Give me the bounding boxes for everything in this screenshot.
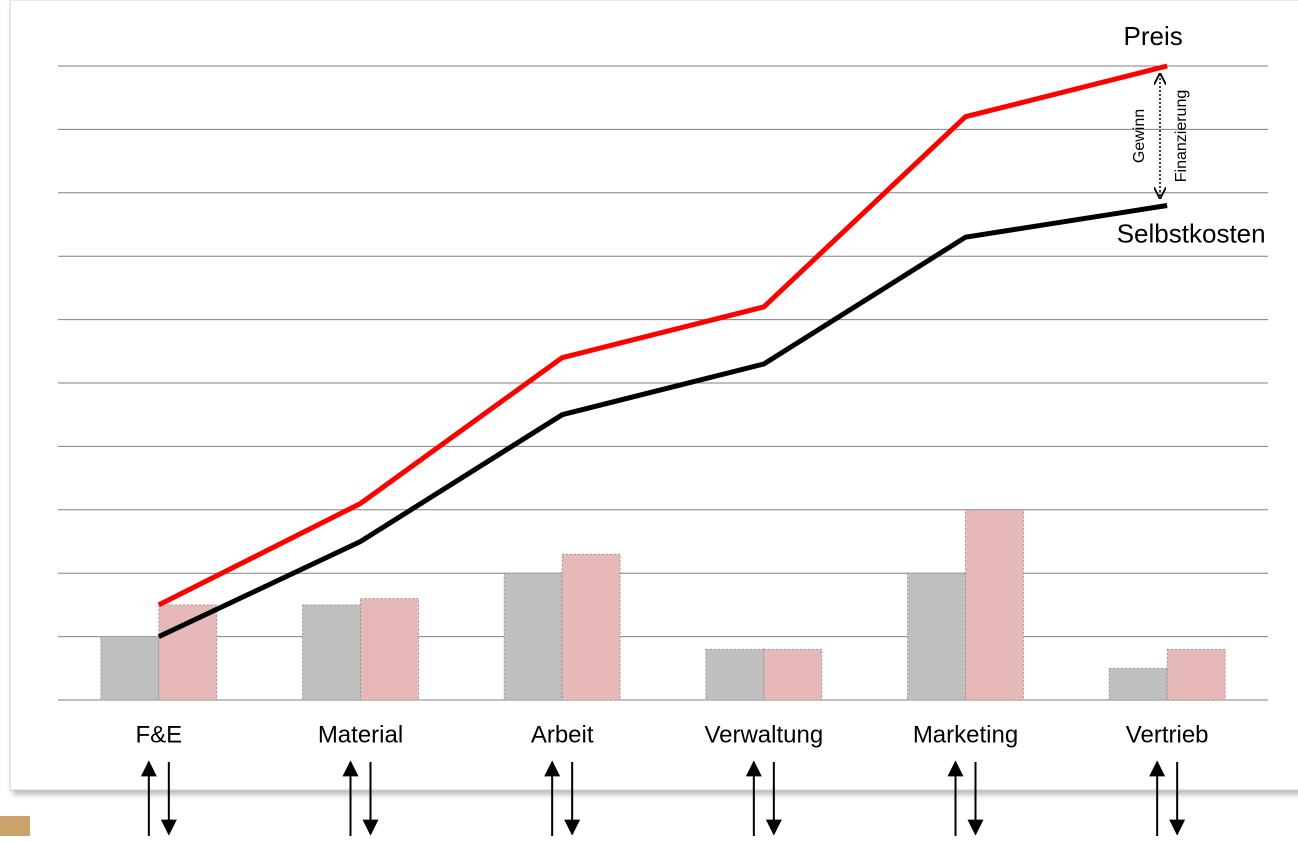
bar: [705, 648, 765, 701]
bar: [100, 636, 160, 701]
line: [157, 203, 1168, 639]
line: [157, 63, 1168, 608]
bar: [158, 604, 218, 701]
bar: [1108, 667, 1168, 701]
x-tick-label: Vertrieb: [1126, 721, 1209, 748]
x-tick-label: Verwaltung: [704, 721, 823, 748]
annotation: Finanzierung: [1173, 90, 1190, 183]
bar: [965, 509, 1024, 701]
x-tick-label: Material: [318, 721, 403, 748]
bar: [302, 604, 361, 701]
line-label: Preis: [1124, 21, 1183, 51]
x-tick-label: Marketing: [913, 721, 1018, 748]
bar: [561, 553, 621, 701]
bar: [1166, 648, 1226, 701]
bar: [360, 598, 419, 701]
chart-frame: [9, 0, 1298, 791]
bar: [503, 572, 563, 701]
bar: [763, 648, 823, 701]
line-label: Selbstkosten: [1117, 218, 1266, 248]
icon: [0, 816, 30, 836]
annotation: Gewinn: [1131, 109, 1148, 163]
bar: [907, 572, 966, 701]
x-tick-label: F&E: [135, 721, 182, 748]
x-tick-label: Arbeit: [531, 721, 594, 748]
